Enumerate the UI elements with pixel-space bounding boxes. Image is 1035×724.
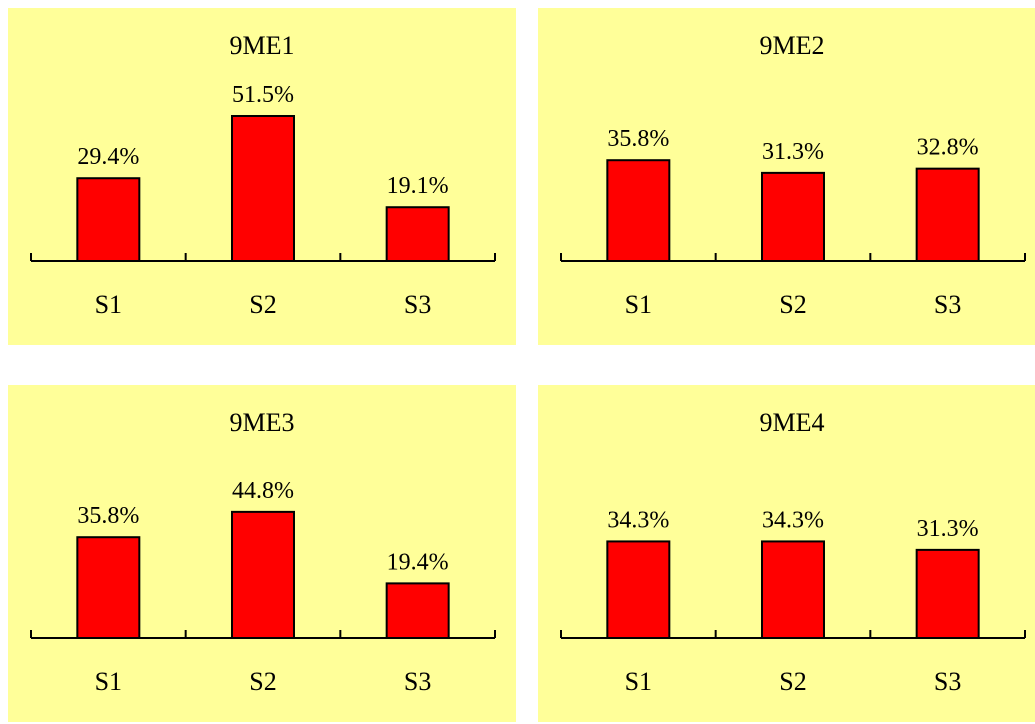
data-label: 44.8% — [232, 478, 294, 504]
x-tick-label: S3 — [404, 290, 431, 319]
bar-s1 — [76, 177, 141, 262]
chart-title: 9ME1 — [230, 31, 295, 60]
bar-s1 — [606, 159, 671, 263]
x-tick-label: S3 — [404, 667, 431, 696]
bar-s3 — [385, 582, 450, 640]
x-tick-label: S1 — [95, 290, 122, 319]
chart-panel-9me4: 9ME4 34.3% S1 34.3% S2 31.3% S3 — [538, 385, 1035, 722]
x-tick-label: S1 — [625, 667, 652, 696]
bar-s3 — [385, 206, 450, 262]
chart-svg: 9ME4 34.3% S1 34.3% S2 31.3% S3 — [560, 408, 1026, 696]
bar-s1 — [606, 540, 671, 639]
chart-title: 9ME3 — [230, 408, 295, 437]
data-label: 31.3% — [762, 139, 824, 165]
chart-svg: 9ME3 35.8% S1 44.8% S2 19.4% S3 — [30, 408, 496, 696]
chart-title: 9ME2 — [760, 31, 825, 60]
chart-svg: 9ME1 29.4% S1 51.5% S2 19.1% S3 — [30, 31, 496, 319]
chart-panel-9me2: 9ME2 35.8% S1 31.3% S2 32.8% S3 — [538, 8, 1035, 345]
bar-s2 — [231, 510, 295, 639]
x-tick-label: S1 — [625, 290, 652, 319]
x-tick-label: S3 — [934, 290, 961, 319]
data-label: 35.8% — [77, 503, 139, 529]
x-tick-label: S2 — [249, 290, 276, 319]
data-label: 34.3% — [607, 507, 669, 533]
chart-svg: 9ME2 35.8% S1 31.3% S2 32.8% S3 — [560, 31, 1026, 319]
bar-s2 — [231, 115, 295, 262]
data-label: 31.3% — [917, 516, 979, 542]
bar-s3 — [915, 167, 980, 262]
bar-s1 — [76, 536, 141, 640]
data-label: 34.3% — [762, 507, 824, 533]
chart-panel-9me1: 9ME1 29.4% S1 51.5% S2 19.1% S3 — [8, 8, 516, 345]
x-tick-label: S3 — [934, 667, 961, 696]
chart-title: 9ME4 — [760, 408, 825, 437]
x-tick-label: S2 — [249, 667, 276, 696]
bar-s3 — [915, 548, 980, 639]
data-label: 19.1% — [387, 173, 449, 199]
data-label: 35.8% — [607, 126, 669, 152]
bar-s2 — [761, 171, 825, 262]
data-label: 51.5% — [232, 82, 294, 108]
data-label: 29.4% — [77, 144, 139, 170]
data-label: 19.4% — [387, 549, 449, 575]
x-tick-label: S1 — [95, 667, 122, 696]
x-tick-label: S2 — [779, 667, 806, 696]
chart-panel-9me3: 9ME3 35.8% S1 44.8% S2 19.4% S3 — [8, 385, 516, 722]
x-tick-label: S2 — [779, 290, 806, 319]
bar-s2 — [761, 540, 825, 639]
data-label: 32.8% — [917, 135, 979, 161]
